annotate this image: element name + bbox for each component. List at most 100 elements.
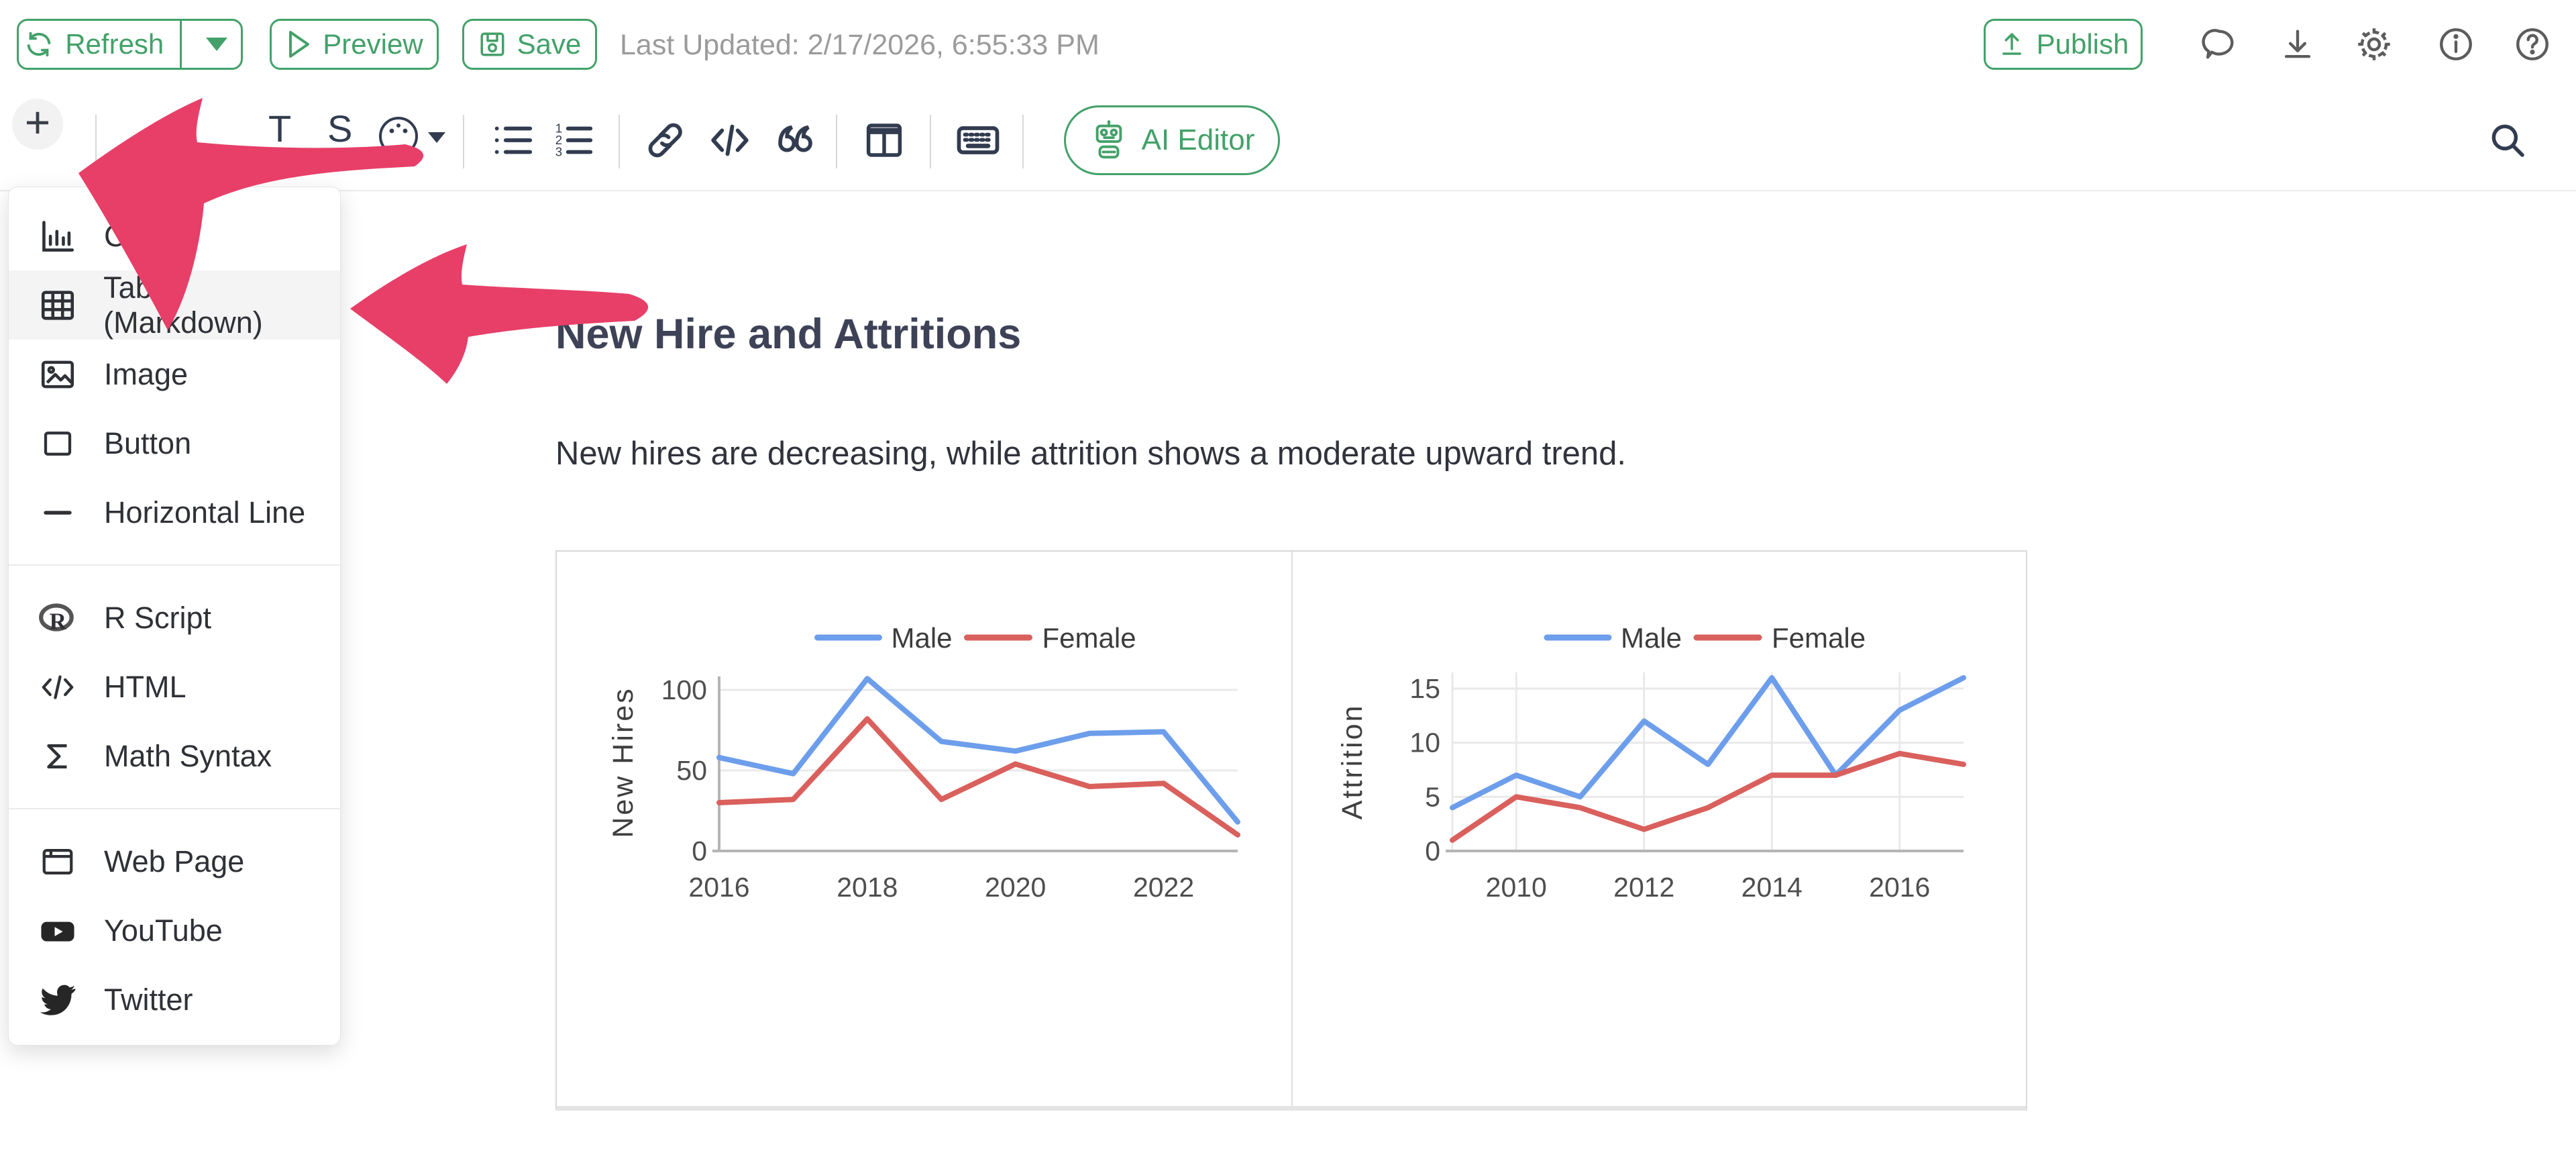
table-icon [37, 286, 78, 325]
search-icon [2491, 124, 2524, 157]
svg-text:3: 3 [555, 144, 562, 158]
menu-item-twitter[interactable]: Twitter [9, 965, 340, 1034]
charts-panel-divider [1291, 552, 1293, 1106]
y-tick-label: 100 [661, 674, 707, 705]
image-icon [37, 355, 78, 394]
upload-icon [2002, 33, 2021, 55]
download-icon [2284, 30, 2311, 58]
y-axis-title: Attrition [1336, 704, 1368, 820]
blockquote-button[interactable] [762, 107, 826, 174]
menu-item-label: Table (Markdown) [103, 270, 263, 340]
toolbar-divider [836, 115, 837, 168]
menu-item-chart[interactable]: Chart [9, 201, 340, 270]
ai-editor-label: AI Editor [1141, 123, 1255, 156]
math-icon [37, 738, 78, 774]
y-tick-label: 15 [1409, 673, 1440, 704]
help-button[interactable] [2506, 17, 2559, 71]
menu-item-label: Button [104, 425, 192, 460]
menu-item-youtube[interactable]: YouTube [9, 896, 340, 965]
emoji-button[interactable] [376, 113, 456, 159]
menu-item-math-syntax[interactable]: Math Syntax [9, 721, 340, 791]
last-updated-text: Last Updated: 2/17/2026, 6:55:33 PM [620, 29, 1099, 61]
series-line-female [716, 716, 1240, 838]
refresh-dropdown-button[interactable] [193, 38, 241, 51]
y-tick-label: 0 [692, 836, 707, 866]
x-tick-label: 2020 [985, 872, 1046, 903]
series-line-male [1450, 674, 1966, 811]
page-title: New Hire and Attritions [555, 311, 1022, 358]
download-button[interactable] [2271, 17, 2324, 71]
menu-item-label: Twitter [104, 982, 193, 1017]
columns-layout-button[interactable] [852, 107, 916, 174]
menu-item-label: Image [104, 356, 189, 391]
menu-item-label: R Script [104, 600, 212, 635]
code-button[interactable] [698, 107, 762, 174]
legend-label: Female [1042, 622, 1136, 654]
plus-icon: + [24, 97, 51, 147]
preview-button[interactable]: Preview [270, 19, 439, 70]
settings-button[interactable] [2347, 17, 2401, 71]
menu-item-button[interactable]: Button [9, 409, 340, 478]
x-tick-label: 2018 [837, 872, 898, 903]
ai-editor-button[interactable]: AI Editor [1064, 105, 1280, 175]
menu-item-html[interactable]: HTML [9, 652, 340, 721]
legend-label: Female [1772, 622, 1866, 654]
x-tick-label: 2010 [1486, 872, 1547, 903]
strikethrough-icon[interactable]: S [327, 107, 353, 150]
save-icon [480, 32, 504, 56]
svg-text:2: 2 [555, 133, 562, 147]
menu-item-label: Chart [104, 218, 178, 253]
comments-button[interactable] [2192, 17, 2246, 71]
refresh-split-button[interactable]: Refresh [17, 19, 243, 70]
menu-item-image[interactable]: Image [9, 340, 340, 409]
save-button[interactable]: Save [462, 19, 597, 70]
bullet-list-icon [494, 126, 533, 154]
x-tick-label: 2022 [1133, 872, 1194, 903]
toolbar-divider [930, 115, 931, 168]
x-tick-label: 2016 [1869, 872, 1930, 903]
x-tick-label: 2012 [1613, 872, 1674, 903]
svg-text:1: 1 [555, 121, 562, 135]
youtube-icon [37, 913, 78, 949]
text-format-icon[interactable]: T [268, 107, 292, 150]
code-icon [711, 124, 749, 156]
attrition-chart[interactable]: 0 5 10 15 2010 2012 2014 2016 Attrition Male Femal… [1292, 552, 2026, 1103]
link-button[interactable] [635, 107, 699, 174]
menu-item-web-page[interactable]: Web Page [9, 827, 340, 896]
publish-button[interactable]: Publish [1984, 19, 2143, 70]
bullet-list-button[interactable] [480, 107, 545, 174]
menu-separator [9, 808, 340, 809]
preview-label: Preview [323, 28, 423, 60]
play-icon [289, 31, 310, 58]
search-button[interactable] [2475, 107, 2540, 174]
summary-text: New hires are decreasing, while attritio… [555, 436, 1627, 472]
menu-item-horizontal-line[interactable]: Horizontal Line [9, 478, 340, 547]
info-button[interactable] [2429, 17, 2483, 71]
menu-separator [9, 564, 340, 566]
quote-icon [778, 125, 812, 152]
numbered-list-button[interactable]: 1 2 3 [541, 107, 605, 174]
html-icon [37, 669, 78, 705]
top-bar: Refresh Preview Save Last Updated: 2/17/… [0, 0, 2576, 92]
add-block-button[interactable]: + [12, 99, 63, 150]
save-label: Save [517, 28, 582, 60]
menu-item-table-markdown[interactable]: Table (Markdown) [9, 270, 340, 340]
caret-down-icon [206, 38, 227, 51]
new-hires-chart[interactable]: 0 50 100 2016 2018 2020 2022 New Hires Male Femal… [557, 552, 1291, 1103]
add-block-menu: Chart Table (Markdown) Image Button Horizont… [8, 187, 341, 1046]
refresh-label: Refresh [65, 28, 164, 60]
y-tick-label: 5 [1425, 781, 1440, 812]
chart-icon [37, 217, 78, 256]
chart-svg: 0 5 10 15 2010 2012 2014 2016 Attrition Male Femal… [1336, 622, 1966, 903]
menu-item-label: Math Syntax [104, 738, 272, 773]
twitter-icon [37, 983, 78, 1017]
keyboard-shortcuts-button[interactable] [946, 107, 1010, 174]
button-icon [37, 425, 78, 462]
series-line-male [716, 676, 1240, 825]
link-icon [648, 123, 682, 158]
menu-item-label: HTML [104, 669, 186, 704]
x-tick-label: 2016 [688, 872, 749, 903]
refresh-button[interactable]: Refresh [19, 28, 169, 60]
menu-item-r-script[interactable]: R R Script [9, 583, 340, 652]
x-tick-label: 2014 [1741, 872, 1803, 903]
